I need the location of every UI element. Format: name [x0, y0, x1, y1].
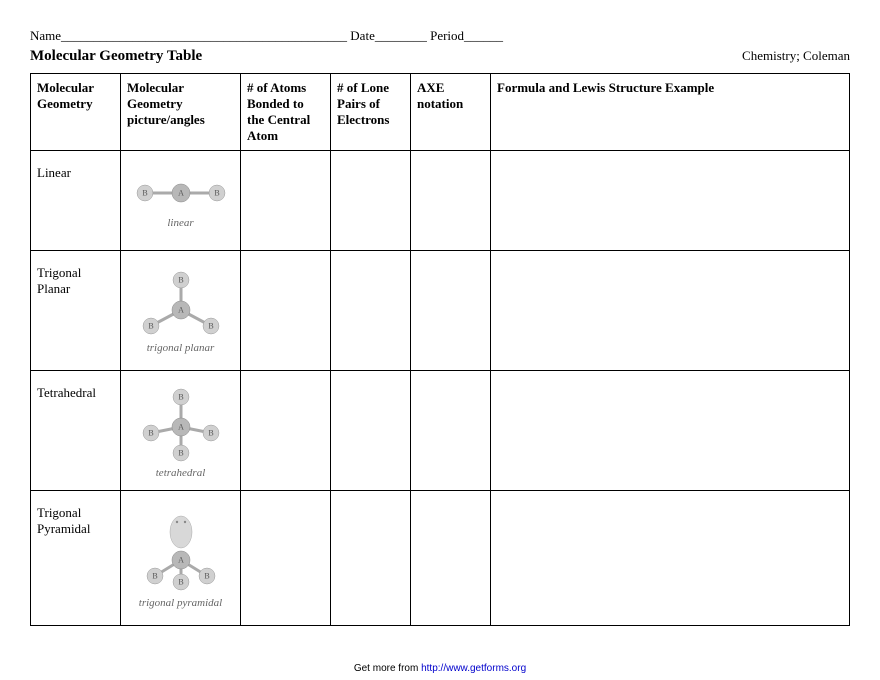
- formula-cell: [491, 251, 850, 371]
- geometry-table: Molecular Geometry Molecular Geometry pi…: [30, 73, 850, 626]
- col-header-atoms: # of Atoms Bonded to the Central Atom: [241, 74, 331, 151]
- title-row: Molecular Geometry Table Chemistry; Cole…: [30, 48, 850, 65]
- tetrahedral-molecule-icon: B B B B A: [131, 383, 231, 463]
- col-header-axe: AXE notation: [411, 74, 491, 151]
- table-row: Trigonal Planar B B B A trigonal planar: [31, 251, 850, 371]
- svg-text:B: B: [148, 428, 153, 437]
- atoms-cell: [241, 491, 331, 626]
- lone-cell: [331, 371, 411, 491]
- header-fill-line: Name____________________________________…: [30, 28, 850, 44]
- col-header-formula: Formula and Lewis Structure Example: [491, 74, 850, 151]
- formula-cell: [491, 151, 850, 251]
- axe-cell: [411, 251, 491, 371]
- date-blank: ________: [375, 28, 427, 43]
- lone-cell: [331, 251, 411, 371]
- period-label: Period: [430, 28, 464, 43]
- geometry-picture-cell: B B B A trigonal pyramidal: [121, 491, 241, 626]
- molecule-caption: trigonal pyramidal: [139, 597, 222, 609]
- table-row: Tetrahedral B B B B A tetrahedral: [31, 371, 850, 491]
- geometry-name: Linear: [31, 151, 121, 251]
- molecule-caption: trigonal planar: [147, 342, 215, 354]
- svg-text:B: B: [204, 571, 209, 580]
- svg-text:B: B: [178, 392, 183, 401]
- col-header-lone: # of Lone Pairs of Electrons: [331, 74, 411, 151]
- molecule-caption: tetrahedral: [156, 467, 206, 479]
- lone-cell: [331, 151, 411, 251]
- axe-cell: [411, 371, 491, 491]
- formula-cell: [491, 491, 850, 626]
- footer-prefix: Get more from: [354, 663, 421, 674]
- atoms-cell: [241, 151, 331, 251]
- table-body: Linear B A B linear Trigonal Planar: [31, 151, 850, 626]
- geometry-picture-cell: B A B linear: [121, 151, 241, 251]
- table-row: Linear B A B linear: [31, 151, 850, 251]
- geometry-name: Tetrahedral: [31, 371, 121, 491]
- svg-text:A: A: [178, 422, 184, 431]
- svg-text:B: B: [208, 428, 213, 437]
- course-label: Chemistry; Coleman: [742, 48, 850, 64]
- svg-text:B: B: [208, 321, 213, 330]
- lone-cell: [331, 491, 411, 626]
- trigonal-pyramidal-molecule-icon: B B B A: [131, 508, 231, 593]
- footer: Get more from http://www.getforms.org: [0, 663, 880, 674]
- atoms-cell: [241, 251, 331, 371]
- date-label: Date: [350, 28, 375, 43]
- table-row: Trigonal Pyramidal B B B A trigonal pyr: [31, 491, 850, 626]
- svg-text:B: B: [142, 188, 147, 197]
- axe-cell: [411, 491, 491, 626]
- atoms-cell: [241, 371, 331, 491]
- svg-text:B: B: [178, 577, 183, 586]
- svg-text:A: A: [178, 555, 184, 564]
- geometry-name: Trigonal Planar: [31, 251, 121, 371]
- col-header-picture: Molecular Geometry picture/angles: [121, 74, 241, 151]
- name-label: Name: [30, 28, 61, 43]
- geometry-picture-cell: B B B B A tetrahedral: [121, 371, 241, 491]
- svg-text:B: B: [214, 188, 219, 197]
- geometry-picture-cell: B B B A trigonal planar: [121, 251, 241, 371]
- svg-text:A: A: [178, 305, 184, 314]
- axe-cell: [411, 151, 491, 251]
- molecule-caption: linear: [167, 217, 193, 229]
- svg-text:B: B: [178, 448, 183, 457]
- geometry-name: Trigonal Pyramidal: [31, 491, 121, 626]
- page-title: Molecular Geometry Table: [30, 48, 202, 65]
- svg-text:B: B: [178, 275, 183, 284]
- svg-text:A: A: [178, 188, 184, 197]
- linear-molecule-icon: B A B: [131, 173, 231, 213]
- period-blank: ______: [464, 28, 503, 43]
- trigonal-planar-molecule-icon: B B B A: [131, 268, 231, 338]
- table-header-row: Molecular Geometry Molecular Geometry pi…: [31, 74, 850, 151]
- svg-text:B: B: [152, 571, 157, 580]
- col-header-geometry: Molecular Geometry: [31, 74, 121, 151]
- footer-link[interactable]: http://www.getforms.org: [421, 663, 526, 674]
- name-blank: ________________________________________…: [61, 28, 347, 43]
- svg-text:B: B: [148, 321, 153, 330]
- formula-cell: [491, 371, 850, 491]
